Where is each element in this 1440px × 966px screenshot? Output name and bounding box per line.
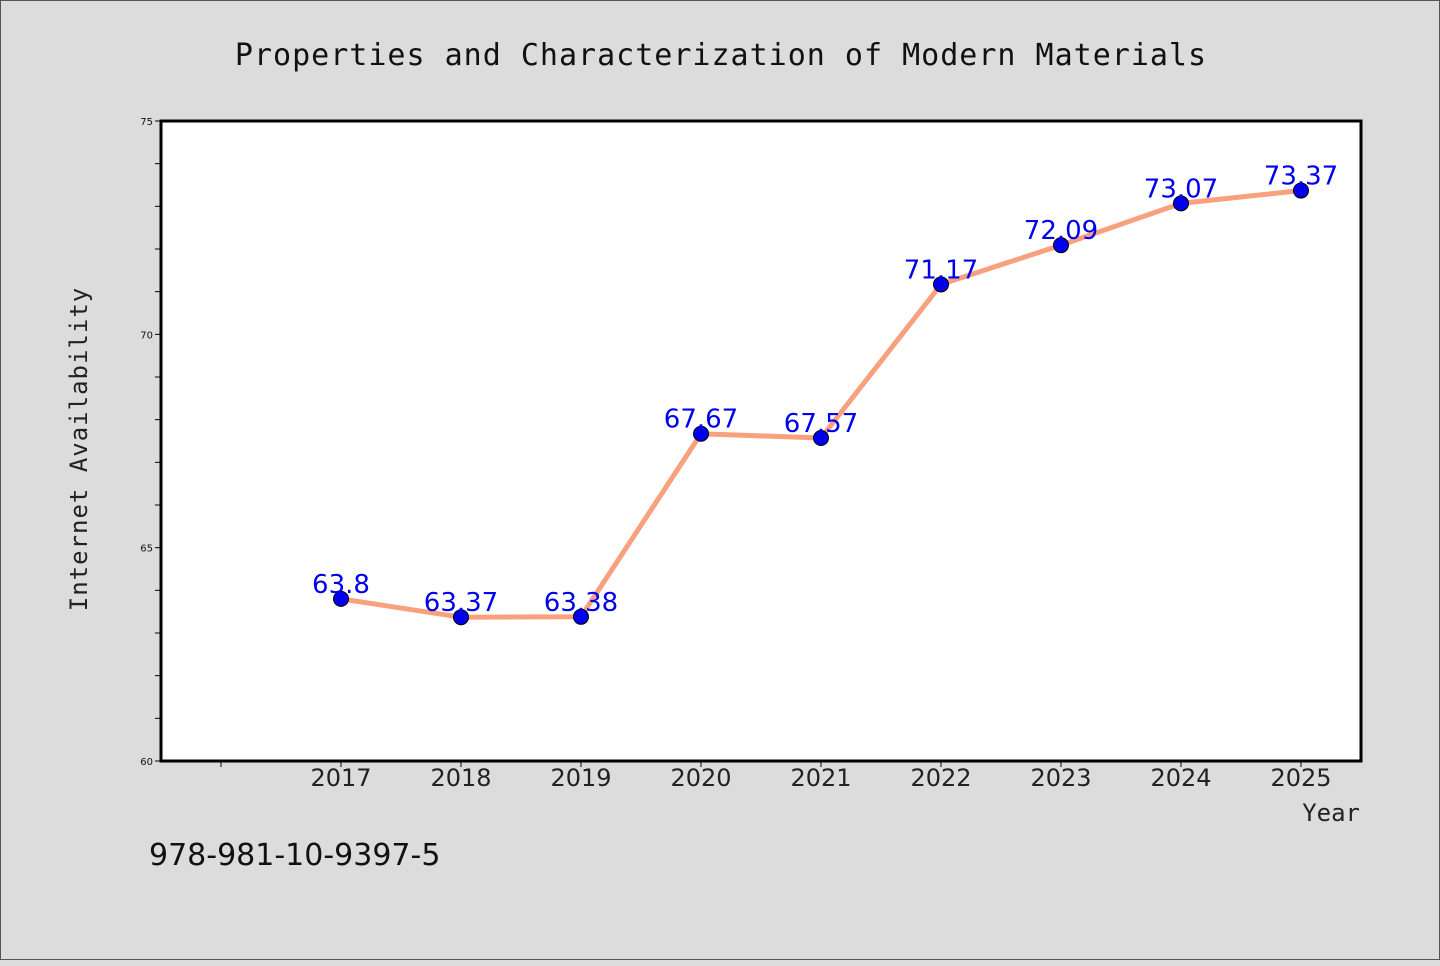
data-label: 72.09 <box>1024 216 1098 246</box>
x-tick-label: 2024 <box>1150 764 1211 792</box>
data-label: 73.37 <box>1264 162 1338 192</box>
footnote-isbn: 978-981-10-9397-5 <box>149 838 440 873</box>
x-tick-label: 2022 <box>910 764 971 792</box>
x-tick-label: 2017 <box>310 764 371 792</box>
x-tick-label: 2025 <box>1270 764 1331 792</box>
y-tick-label: 75 <box>140 117 153 128</box>
x-tick-label: 2021 <box>790 764 851 792</box>
x-axis-label: Year <box>1302 799 1360 827</box>
data-label: 73.07 <box>1144 174 1218 204</box>
data-point <box>933 276 949 293</box>
data-point <box>453 609 469 626</box>
y-axis-label: Internet Availability <box>65 287 93 611</box>
chart-title: Properties and Characterization of Moder… <box>235 38 1207 73</box>
y-tick-label: 60 <box>140 757 153 768</box>
data-point <box>573 608 589 625</box>
data-label: 63.8 <box>312 570 370 600</box>
data-point <box>1173 195 1189 212</box>
data-label: 71.17 <box>904 255 978 285</box>
x-tick-label: 2023 <box>1030 764 1091 792</box>
data-label: 63.38 <box>544 588 618 618</box>
y-tick-label: 70 <box>140 330 153 341</box>
x-axis: 2017 2018 2019 2020 2021 2022 2023 2024 2025 <box>220 761 1332 792</box>
x-tick-label: 2018 <box>430 764 491 792</box>
x-tick-label: 2019 <box>550 764 611 792</box>
data-label: 63.37 <box>424 588 498 618</box>
series-group: 63.8 63.37 63.38 67.67 67.57 71.17 72.09 73.07 7… <box>312 162 1338 626</box>
data-point <box>693 425 709 442</box>
y-tick-label: 65 <box>140 544 153 555</box>
data-point <box>333 590 349 607</box>
data-label: 67.57 <box>784 409 858 439</box>
data-point <box>1053 237 1069 254</box>
data-label: 67.67 <box>664 405 738 435</box>
data-point <box>1293 182 1309 199</box>
plot-area <box>159 119 1363 763</box>
data-point <box>813 430 829 447</box>
x-tick-label: 2020 <box>670 764 731 792</box>
y-axis: 60 65 70 75 <box>140 117 161 768</box>
